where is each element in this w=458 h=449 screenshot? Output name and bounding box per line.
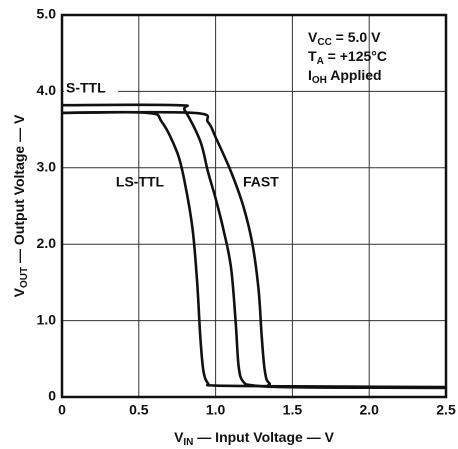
x-axis-label-main: V — [174, 429, 184, 445]
annotation-main: V — [308, 29, 318, 45]
label-bg — [64, 80, 118, 98]
y-tick-label: 3.0 — [37, 159, 57, 175]
x-tick-label: 0 — [58, 402, 66, 418]
annotation: VCC = 5.0 V — [308, 29, 381, 48]
annotation: IOH Applied — [308, 67, 382, 86]
y-axis-label-sub: OUT — [19, 267, 30, 288]
x-tick-label: 1.0 — [206, 402, 226, 418]
y-tick-label: 5.0 — [37, 6, 57, 22]
curve — [61, 110, 447, 389]
series-label: S-TTL — [66, 80, 106, 96]
plot-frame — [60, 13, 448, 399]
annotation-rest: Applied — [327, 67, 382, 83]
x-axis-label-sub: IN — [183, 437, 193, 448]
x-tick-label: 0.5 — [129, 402, 149, 418]
y-tick-label: 1.0 — [37, 311, 57, 327]
y-tick-label: 4.0 — [37, 82, 57, 98]
x-tick-label: 1.5 — [283, 402, 303, 418]
annotation: TA = +125°C — [308, 48, 387, 67]
curve — [61, 103, 447, 390]
x-axis-label-rest: — Input Voltage — V — [193, 429, 334, 445]
series-label: FAST — [243, 174, 279, 190]
annotation-sub: OH — [312, 75, 327, 86]
annotation-sub: CC — [317, 37, 331, 48]
annotation-main: I — [308, 67, 312, 83]
annotation-sub: A — [317, 56, 324, 67]
annotation-main: T — [308, 48, 317, 64]
y-tick-label: 0 — [48, 388, 56, 404]
x-axis-label: VIN — Input Voltage — V — [174, 429, 335, 448]
y-tick-label: 2.0 — [37, 235, 57, 251]
x-tick-label: 2.5 — [436, 402, 456, 418]
x-tick-label: 2.0 — [359, 402, 379, 418]
curve — [61, 110, 447, 390]
y-axis-label-main: V — [11, 287, 27, 297]
y-axis-label-rest: — Output Voltage — V — [11, 114, 27, 267]
annotation-rest: = 5.0 V — [332, 29, 381, 45]
annotation-rest: = +125°C — [324, 48, 387, 64]
series-label: LS-TTL — [116, 174, 165, 190]
y-axis-label: VOUT — Output Voltage — V — [11, 114, 30, 297]
